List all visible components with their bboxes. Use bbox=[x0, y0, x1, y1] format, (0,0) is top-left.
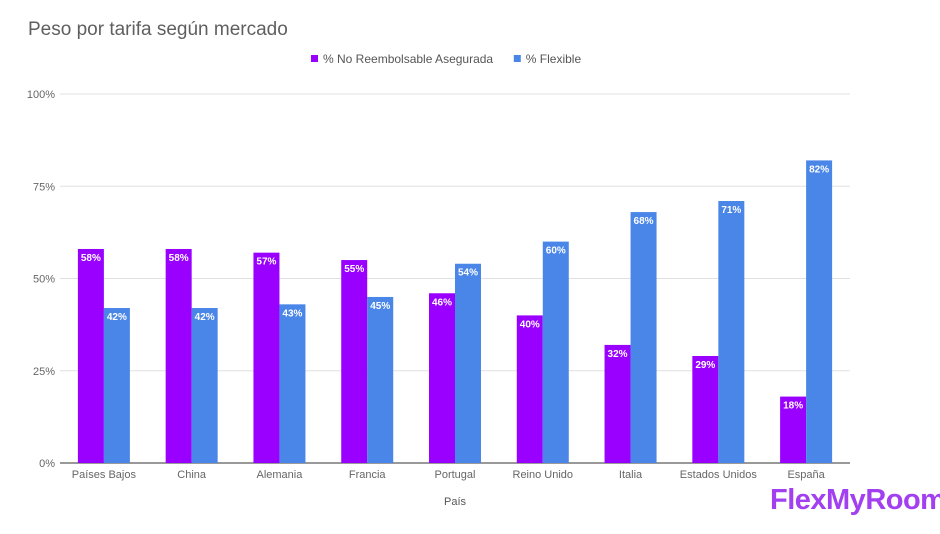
data-label: 58% bbox=[169, 253, 189, 264]
x-tick-label: Estados Unidos bbox=[680, 469, 758, 481]
bar bbox=[455, 263, 481, 463]
bar bbox=[429, 293, 455, 463]
bar bbox=[630, 212, 657, 463]
y-tick-label: 50% bbox=[33, 274, 55, 286]
bar bbox=[191, 308, 218, 463]
data-label: 45% bbox=[370, 301, 390, 312]
bars: 58% 42% 58% 42% 57% 43% 55% 45% 46% 54% 40% 60% 32% 6… bbox=[77, 160, 833, 464]
x-tick-label: Países Bajos bbox=[72, 469, 137, 481]
x-tick-label: Alemania bbox=[257, 469, 304, 481]
data-label: 58% bbox=[81, 253, 101, 264]
y-tick-label: 25% bbox=[33, 366, 55, 378]
bar bbox=[367, 296, 394, 463]
data-label: 68% bbox=[634, 216, 654, 227]
bar bbox=[279, 304, 306, 463]
x-tick-label: China bbox=[177, 469, 207, 481]
chart-title: Peso por tarifa según mercado bbox=[28, 19, 288, 40]
bar bbox=[77, 248, 104, 463]
data-label: 46% bbox=[432, 297, 452, 308]
y-tick-label: 100% bbox=[27, 89, 55, 101]
legend-swatch bbox=[311, 55, 318, 62]
data-label: 29% bbox=[695, 360, 715, 371]
data-label: 57% bbox=[256, 257, 276, 268]
bar bbox=[516, 315, 543, 463]
data-label: 54% bbox=[458, 268, 478, 279]
data-label: 42% bbox=[195, 312, 215, 323]
x-tick-label: Francia bbox=[349, 469, 387, 481]
x-axis-ticks: Países Bajos China Alemania Francia Portugal… bbox=[72, 469, 826, 481]
legend-label: % Flexible bbox=[526, 52, 582, 66]
x-tick-label: Reino Unido bbox=[513, 469, 574, 481]
bar bbox=[718, 201, 745, 463]
data-label: 42% bbox=[107, 312, 127, 323]
y-axis-ticks: 0% 25% 50% 75% 100% bbox=[27, 89, 55, 470]
legend-swatch bbox=[513, 55, 521, 62]
bar bbox=[692, 355, 719, 463]
legend: % No Reembolsable Asegurada % Flexible bbox=[311, 52, 581, 66]
y-tick-label: 0% bbox=[39, 458, 55, 470]
legend-label: % No Reembolsable Asegurada bbox=[323, 52, 493, 66]
data-label: 18% bbox=[783, 401, 803, 412]
data-label: 32% bbox=[608, 349, 628, 360]
bar bbox=[341, 260, 368, 463]
bar bbox=[103, 308, 130, 463]
x-tick-label: Italia bbox=[619, 469, 643, 481]
x-tick-label: Portugal bbox=[435, 469, 476, 481]
data-label: 71% bbox=[721, 205, 741, 216]
flexmyroom-logo: FlexMyRoom bbox=[770, 484, 940, 516]
data-label: 82% bbox=[809, 164, 829, 175]
bar bbox=[780, 396, 807, 463]
x-tick-label: España bbox=[787, 469, 825, 481]
y-tick-label: 75% bbox=[33, 181, 55, 193]
bar bbox=[542, 241, 569, 463]
data-label: 55% bbox=[344, 264, 364, 275]
data-label: 43% bbox=[282, 308, 302, 319]
bar bbox=[165, 248, 192, 463]
data-label: 40% bbox=[520, 319, 540, 330]
data-label: 60% bbox=[546, 246, 566, 257]
bar bbox=[604, 344, 631, 463]
bar bbox=[253, 252, 280, 463]
bar bbox=[806, 160, 833, 464]
x-axis-title: País bbox=[444, 496, 467, 508]
